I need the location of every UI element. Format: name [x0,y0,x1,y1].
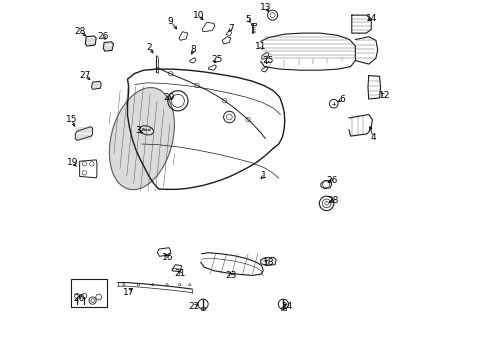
Text: 5: 5 [244,15,250,24]
Text: 28: 28 [326,197,338,205]
Text: 19: 19 [66,158,78,167]
Text: 7: 7 [227,24,233,33]
Ellipse shape [139,126,153,135]
Text: 27: 27 [80,71,91,80]
Text: 24: 24 [281,302,292,311]
Text: 6: 6 [339,95,345,104]
Text: 8: 8 [190,45,196,54]
Text: 22: 22 [188,302,199,311]
Text: 14: 14 [365,14,376,23]
Text: 29: 29 [163,93,174,102]
Text: 26: 26 [325,176,337,185]
Polygon shape [109,87,174,190]
Bar [281,307,285,310]
Text: 20: 20 [73,294,84,302]
Text: 18: 18 [263,258,274,267]
Text: 17: 17 [122,288,134,297]
Text: 11: 11 [254,42,266,51]
Text: 10: 10 [192,11,204,20]
Text: 28: 28 [74,27,85,36]
Text: 12: 12 [378,91,389,100]
Text: 3: 3 [135,126,141,135]
Text: 26: 26 [98,32,109,41]
Text: 1: 1 [261,171,266,180]
Text: 21: 21 [174,269,186,278]
Text: 25: 25 [262,56,273,65]
Text: 2: 2 [146,43,152,52]
Bar [251,23,255,25]
Text: 9: 9 [167,17,173,26]
Text: 15: 15 [66,115,77,124]
Text: Ford: Ford [142,128,151,132]
Text: 23: 23 [224,271,236,280]
Text: 13: 13 [260,4,271,13]
Text: 16: 16 [162,253,174,262]
Text: 25: 25 [211,55,223,64]
Bar [71,279,107,307]
Bar [201,307,205,310]
Text: 4: 4 [370,133,375,142]
